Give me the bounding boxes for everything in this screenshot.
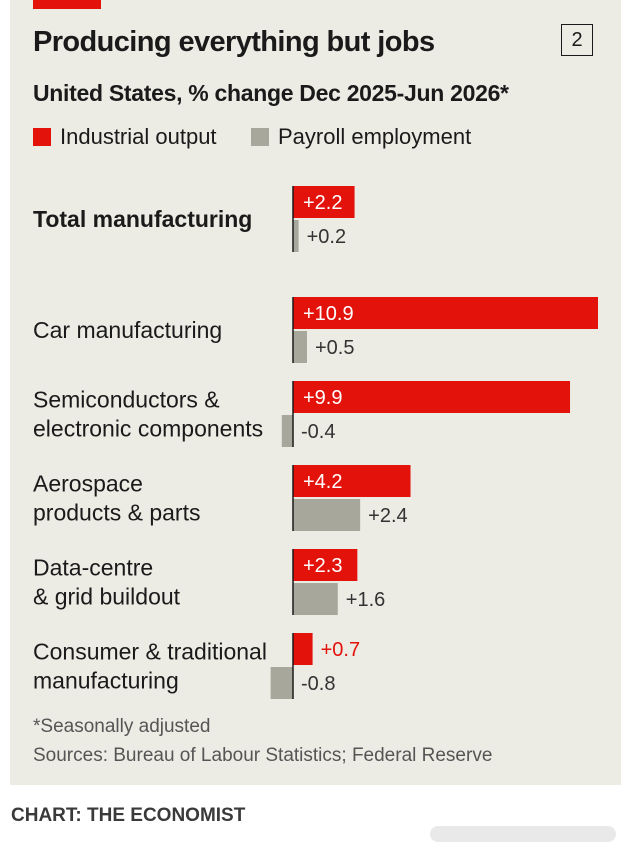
value-label-payroll-employment: +0.5 (315, 337, 354, 359)
sources-note: Sources: Bureau of Labour Statistics; Fe… (33, 745, 493, 766)
chart-credit: CHART: THE ECONOMIST (11, 805, 246, 826)
value-label-industrial-output: +9.9 (303, 387, 342, 409)
bar-industrial-output (293, 297, 598, 329)
value-label-payroll-employment: +1.6 (346, 589, 385, 611)
category-label: Aerospace (33, 471, 143, 497)
value-label-payroll-employment: -0.8 (301, 673, 335, 695)
category-label: Car manufacturing (33, 317, 222, 343)
footnote: *Seasonally adjusted (33, 716, 211, 737)
category-label: Data-centre (33, 555, 153, 581)
bar-payroll-employment (293, 583, 338, 615)
bar-chart: Total manufacturing +2.2 +0.2 Car manufactu… (33, 186, 598, 699)
bar-payroll-employment (293, 499, 361, 531)
bar-industrial-output (293, 549, 358, 581)
category-label: Consumer & traditional (33, 639, 267, 665)
chart-subtitle: United States, % change Dec 2025-Jun 202… (33, 80, 509, 106)
bar-payroll-employment (281, 415, 293, 447)
value-label-industrial-output: +4.2 (303, 471, 342, 493)
watermark (430, 826, 616, 842)
value-label-payroll-employment: +2.4 (368, 505, 407, 527)
legend-label-industrial-output: Industrial output (60, 124, 217, 149)
category-label: electronic components (33, 416, 263, 442)
legend-item-industrial-output: Industrial output (33, 124, 217, 150)
value-label-industrial-output: +10.9 (303, 303, 354, 325)
value-label-industrial-output: +2.3 (303, 555, 342, 577)
bar-industrial-output (293, 465, 411, 497)
legend-label-payroll-employment: Payroll employment (278, 124, 472, 149)
chart-number-badge: 2 (561, 24, 593, 56)
bar-payroll-employment (293, 331, 307, 363)
bar-industrial-output (293, 633, 313, 665)
brand-tag (33, 0, 101, 9)
bar-payroll-employment (293, 220, 299, 252)
bar-industrial-output (293, 186, 355, 218)
category-label: products & parts (33, 500, 200, 526)
value-label-industrial-output: +2.2 (303, 192, 342, 214)
category-label: Total manufacturing (33, 206, 252, 232)
bar-payroll-employment (270, 667, 293, 699)
legend-swatch-payroll-employment (251, 128, 269, 146)
chart-title: Producing everything but jobs (33, 26, 435, 58)
bar-industrial-output (293, 381, 571, 413)
legend-swatch-industrial-output (33, 128, 51, 146)
value-label-industrial-output: +0.7 (321, 639, 360, 661)
value-label-payroll-employment: -0.4 (301, 421, 335, 443)
category-label: manufacturing (33, 668, 179, 694)
category-label: Semiconductors & (33, 387, 220, 413)
value-label-payroll-employment: +0.2 (307, 226, 346, 248)
category-label: & grid buildout (33, 584, 181, 610)
legend-item-payroll-employment: Payroll employment (251, 124, 471, 150)
